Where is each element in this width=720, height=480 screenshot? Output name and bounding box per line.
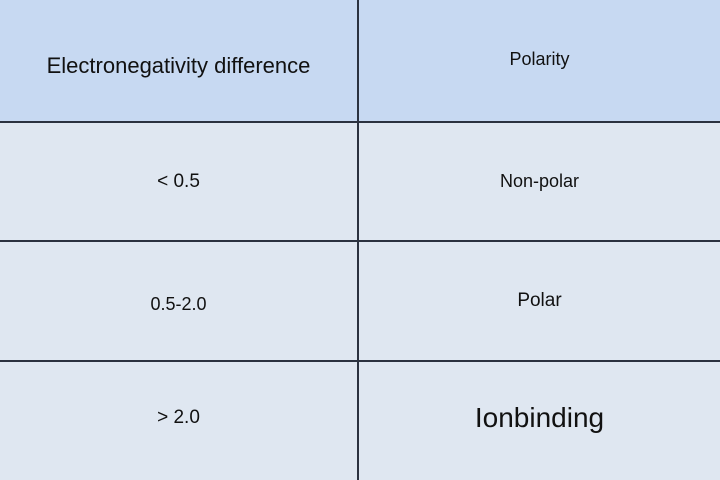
cell-difference: > 2.0 xyxy=(0,362,359,480)
table-row: 0.5-2.0 Polar xyxy=(0,242,720,362)
cell-difference: < 0.5 xyxy=(0,123,359,240)
cell-polarity: Ionbinding xyxy=(474,402,605,433)
header-electronegativity-difference: Electronegativity difference xyxy=(0,0,359,121)
cell-polarity: Non-polar xyxy=(499,171,580,191)
table-header-row: Electronegativity difference Polarity xyxy=(0,0,720,123)
header-polarity: Polarity xyxy=(509,49,570,69)
table-row: < 0.5 Non-polar xyxy=(0,123,720,242)
cell-difference: 0.5-2.0 xyxy=(0,242,359,360)
cell-polarity: Polar xyxy=(517,290,562,311)
table-row: > 2.0 Ionbinding xyxy=(0,362,720,480)
